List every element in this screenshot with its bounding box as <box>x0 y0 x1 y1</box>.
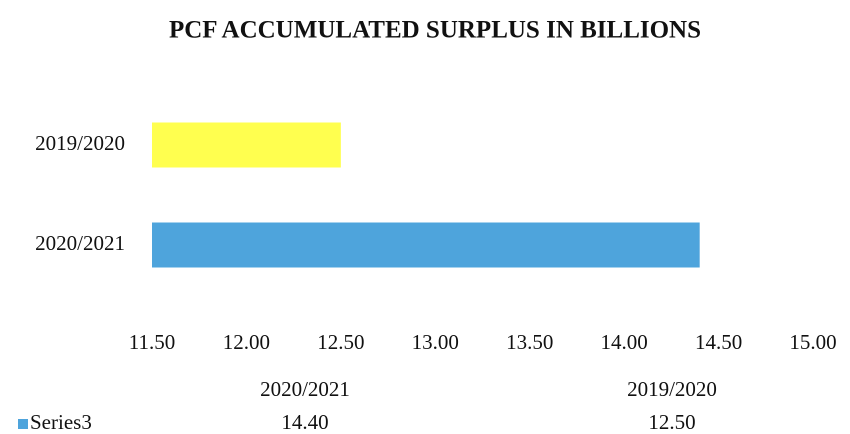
bar <box>152 222 700 268</box>
y-tick-label: 2020/2021 <box>35 231 125 255</box>
x-tick-label: 14.50 <box>695 330 742 354</box>
table-value: 14.40 <box>281 410 328 434</box>
x-tick-label: 15.00 <box>789 330 836 354</box>
x-tick-label: 12.00 <box>223 330 270 354</box>
x-tick-label: 13.50 <box>506 330 553 354</box>
legend-label: Series3 <box>30 410 92 434</box>
x-tick-label: 11.50 <box>129 330 175 354</box>
table-header: 2019/2020 <box>627 377 717 401</box>
chart-title: PCF ACCUMULATED SURPLUS IN BILLIONS <box>169 17 701 44</box>
x-tick-label: 13.00 <box>412 330 459 354</box>
x-tick-label: 14.00 <box>601 330 648 354</box>
bar <box>152 122 341 168</box>
table-header: 2020/2021 <box>260 377 350 401</box>
table-value: 12.50 <box>648 410 695 434</box>
x-tick-label: 12.50 <box>317 330 364 354</box>
legend-swatch <box>18 419 28 429</box>
y-tick-label: 2019/2020 <box>35 131 125 155</box>
